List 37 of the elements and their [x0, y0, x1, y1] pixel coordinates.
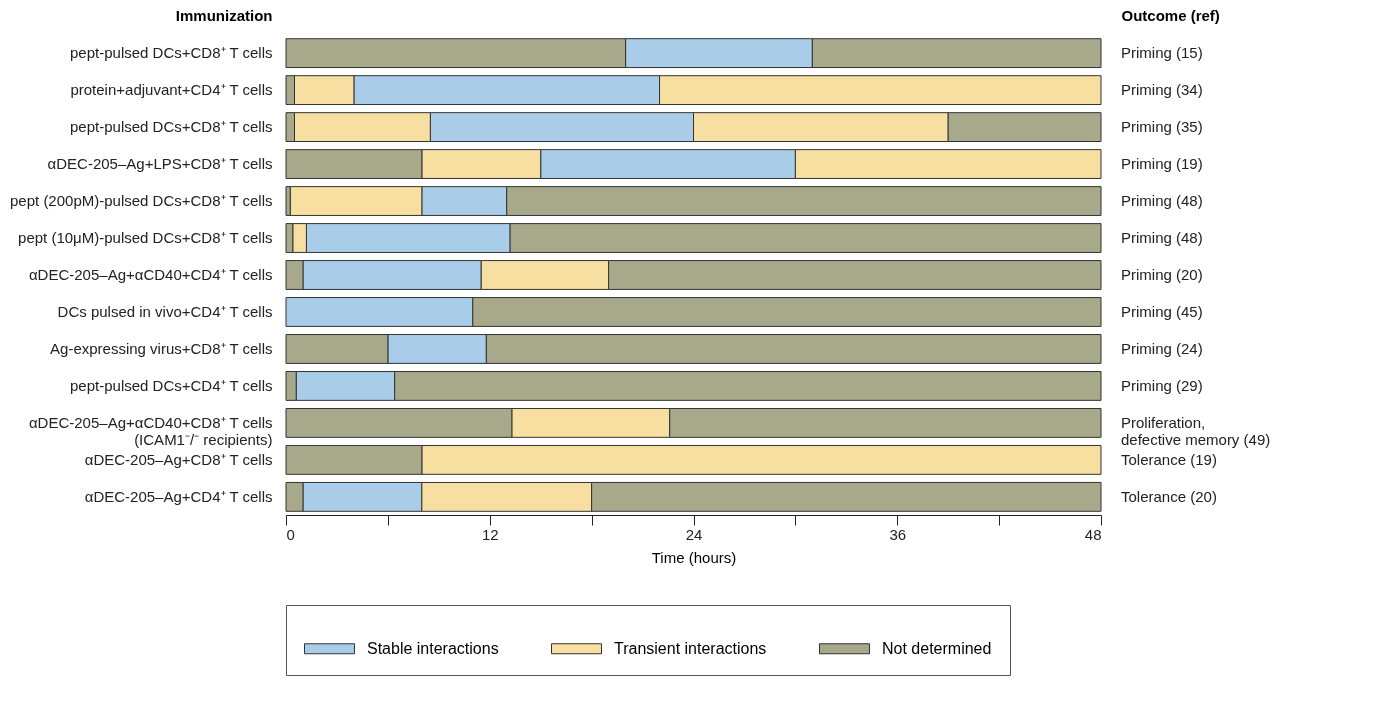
y-tick-label: pept-pulsed DCs+CD4⁺ T cells	[70, 376, 273, 394]
y-tick-label: DCs pulsed in vivo+CD4⁺ T cells	[57, 302, 273, 320]
y-tick-label: pept-pulsed DCs+CD8⁺ T cells	[70, 44, 273, 62]
y2-tick-label: Priming (48)	[1121, 192, 1203, 210]
x-tick-label: 24	[685, 525, 703, 543]
y-tick-label: pept-pulsed DCs+CD8⁺ T cells	[70, 118, 273, 136]
y2-tick-label: Priming (20)	[1121, 266, 1203, 283]
y2-tick-label: Priming (48)	[1121, 229, 1203, 247]
y-tick-label: αDEC-205–Ag+αCD40+CD4⁺ T cells	[28, 266, 273, 283]
y-tick-label: αDEC-205–Ag+CD8⁺ T cells	[84, 450, 273, 468]
y-tick-label: αDEC-205–Ag+CD4⁺ T cells	[84, 487, 273, 505]
x-tick-label: 36	[889, 525, 907, 543]
y2-tick-label: Tolerance (20)	[1121, 487, 1217, 505]
x-tick-label: 48	[1084, 525, 1102, 543]
y2-tick-label: Priming (19)	[1121, 155, 1203, 173]
y2-tick-label: Tolerance (19)	[1121, 450, 1217, 468]
y2-tick-label: Priming (34)	[1121, 81, 1203, 99]
x-tick-label: 12	[481, 525, 499, 543]
y-tick-label: pept (10μM)-pulsed DCs+CD8⁺ T cells	[18, 229, 273, 247]
y2-tick-label: Priming (35)	[1121, 118, 1203, 136]
legend-label: Stable interactions	[367, 639, 499, 657]
y-tick-label: pept (200pM)-pulsed DCs+CD8⁺ T cells	[10, 192, 273, 210]
y2-tick-label: Priming (45)	[1121, 302, 1203, 320]
x-tick-label: 0	[286, 525, 295, 543]
x-axis-title: Time (hours)	[651, 548, 737, 566]
y-tick-label: αDEC-205–Ag+LPS+CD8⁺ T cells	[47, 155, 273, 173]
y-axis-title: Immunization	[175, 6, 273, 24]
y2-tick-label: Proliferation, defective memory (49)	[1121, 413, 1271, 448]
legend-label: Not determined	[882, 639, 992, 657]
y-tick-label: αDEC-205–Ag+αCD40+CD8⁺ T cells (ICAM1⁻/⁻ recipients)	[28, 413, 273, 448]
y2-tick-label: Priming (29)	[1121, 376, 1203, 394]
y-tick-label: Ag-expressing virus+CD8⁺ T cells	[50, 339, 273, 357]
y2-tick-label: Priming (15)	[1121, 44, 1203, 62]
y-tick-label: protein+adjuvant+CD4⁺ T cells	[70, 81, 273, 99]
legend-label: Transient interactions	[614, 639, 767, 657]
y2-axis-title: Outcome (ref)	[1121, 6, 1220, 24]
y2-tick-label: Priming (24)	[1121, 339, 1203, 357]
